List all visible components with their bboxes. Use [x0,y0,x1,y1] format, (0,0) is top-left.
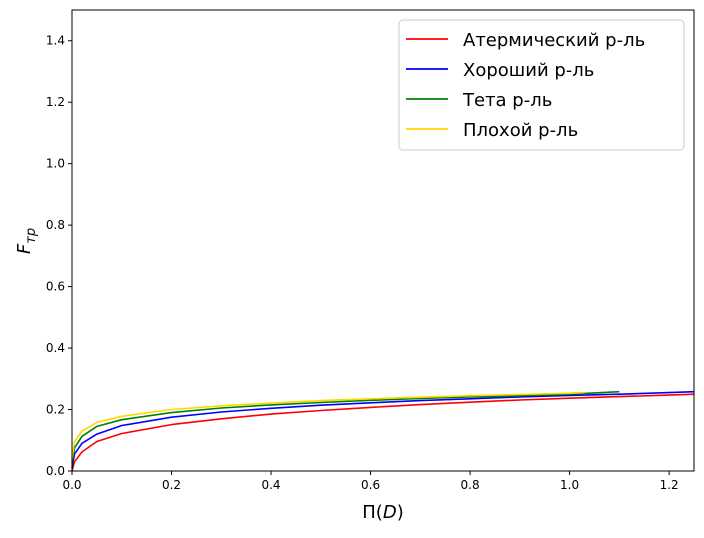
y-tick-label: 1.4 [46,34,65,48]
series-line-4 [71,391,585,459]
y-tick-label: 0.0 [46,464,65,478]
x-axis-label-close: ) [397,502,404,523]
y-tick-label: 1.2 [46,95,65,109]
y-axis-label: Fтр [14,228,39,254]
series-line-2 [71,390,695,469]
y-tick-label: 1.0 [46,157,65,171]
x-tick-label: 1.0 [560,478,579,492]
x-tick-label: 0.8 [461,478,480,492]
legend-label-1: Атермический р-ль [463,30,645,51]
y-tick-label: 0.2 [46,403,65,417]
legend-frame [398,19,685,151]
x-tick-label: 0.2 [162,478,181,492]
series-line-3 [71,390,620,464]
x-tick-label: 0.4 [261,478,280,492]
x-tick-label: 0.0 [62,478,81,492]
series-layer [71,390,695,472]
plot-frame [71,9,695,472]
legend-label-3: Тета р-ль [462,90,552,111]
y-tick-label: 0.4 [46,341,65,355]
y-tick-label: 0.8 [46,218,65,232]
series-line-1 [71,393,695,472]
y-axis-label-main: F [14,243,35,254]
y-tick-label: 0.6 [46,280,65,294]
x-axis-label-var: D [383,502,397,523]
legend-label-2: Хороший р-ль [463,60,594,81]
y-axis-ticks: 0.0 0.2 0.4 0.6 0.8 1.0 1.2 1.4 [46,34,72,478]
legend-items: Атермический р-ль Хороший р-ль Тета р-ль Пл… [406,30,645,141]
y-axis-label-sub: тр [24,228,39,244]
x-axis-label: Π(D) [362,502,403,523]
legend: Атермический р-ль Хороший р-ль Тета р-ль Пл… [398,19,685,151]
legend-label-4: Плохой р-ль [463,120,578,141]
x-axis-ticks: 0.0 0.2 0.4 0.6 0.8 1.0 1.2 [62,471,679,492]
x-tick-label: 0.6 [361,478,380,492]
x-axis-label-main: Π( [362,502,383,523]
x-tick-label: 1.2 [660,478,679,492]
